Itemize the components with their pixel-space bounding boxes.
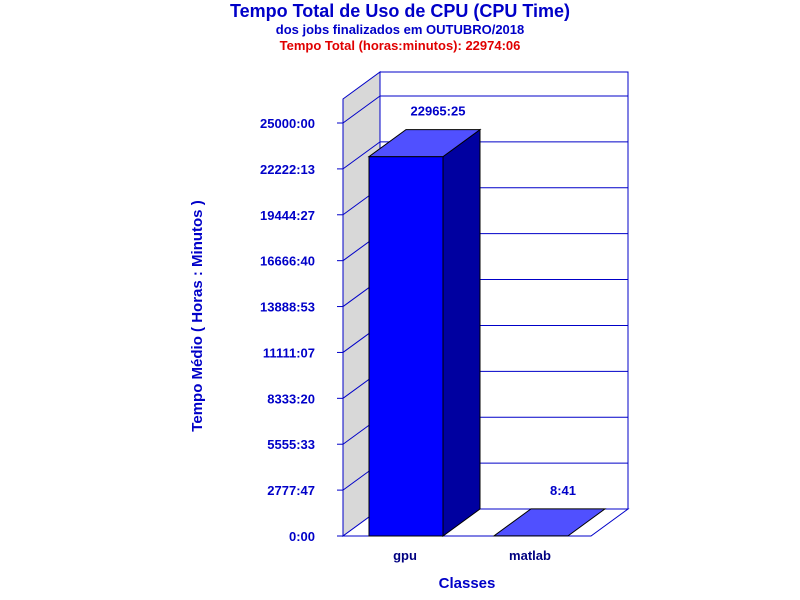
bar-top-matlab <box>492 508 607 537</box>
x-tick-label-matlab: matlab <box>509 548 551 563</box>
bar-top-gpu <box>367 129 482 158</box>
x-tick-label-gpu: gpu <box>393 548 417 563</box>
data-label-matlab: 8:41 <box>550 483 576 498</box>
grid-line-depth <box>342 141 381 170</box>
chart-title: Tempo Total de Uso de CPU (CPU Time) <box>229 1 571 21</box>
x-axis-label: Classes <box>439 575 496 592</box>
y-tick-label: 16666:40 <box>260 254 315 269</box>
y-tick-label: 5555:33 <box>267 437 315 452</box>
y-tick-label: 2777:47 <box>267 483 315 498</box>
y-axis-label: Tempo Médio ( Horas : Minutos ) <box>189 200 206 431</box>
grid-line-depth <box>342 95 381 124</box>
y-tick-label: 0:00 <box>289 529 315 544</box>
chart-total-label: Tempo Total (horas:minutos): 22974:06 <box>279 38 521 53</box>
y-tick-label: 8333:20 <box>267 391 315 406</box>
y-tick-label: 25000:00 <box>260 116 315 131</box>
bar-gpu <box>368 156 444 537</box>
data-label-gpu: 22965:25 <box>411 104 466 119</box>
y-tick-label: 22222:13 <box>260 162 315 177</box>
y-tick-label: 19444:27 <box>260 208 315 223</box>
bar-side-gpu <box>442 128 481 537</box>
chart-subtitle: dos jobs finalizados em OUTUBRO/2018 <box>275 22 525 37</box>
y-tick-label: 13888:53 <box>260 300 315 315</box>
y-tick-label: 11111:07 <box>263 345 315 360</box>
